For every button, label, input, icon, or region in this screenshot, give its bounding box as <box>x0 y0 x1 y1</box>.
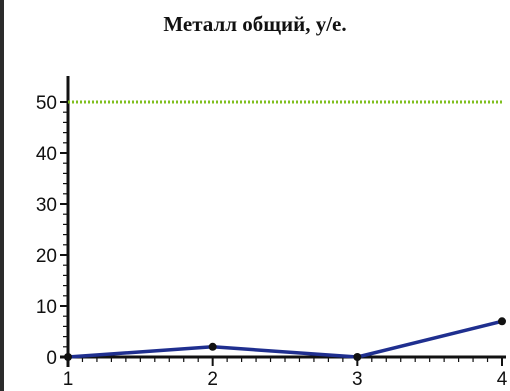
y-tick-label: 30 <box>36 195 57 216</box>
y-tick-label: 20 <box>36 246 57 267</box>
x-tick-label: 4 <box>497 369 508 390</box>
chart-title: Металл общий, у/е. <box>163 12 347 36</box>
data-point <box>208 342 217 351</box>
x-tick-label: 2 <box>207 369 218 390</box>
y-tick-label: 10 <box>36 297 57 318</box>
left-border <box>0 0 4 391</box>
y-tick-label: 50 <box>36 93 57 114</box>
y-tick-label: 0 <box>46 348 57 369</box>
x-tick-label: 3 <box>352 369 363 390</box>
y-tick-label: 40 <box>36 144 57 165</box>
data-point <box>498 317 506 326</box>
data-point <box>64 353 72 361</box>
x-tick-label: 1 <box>63 369 74 390</box>
data-point <box>353 353 362 361</box>
series-line <box>67 319 503 359</box>
